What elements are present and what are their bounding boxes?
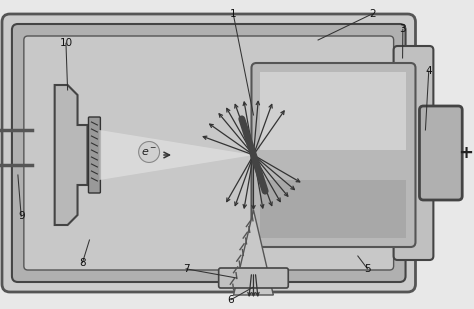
Polygon shape	[260, 72, 406, 150]
FancyBboxPatch shape	[219, 268, 288, 288]
Polygon shape	[100, 130, 254, 180]
Text: 5: 5	[364, 264, 371, 274]
FancyBboxPatch shape	[24, 36, 393, 270]
Text: 10: 10	[59, 38, 73, 48]
FancyBboxPatch shape	[89, 117, 100, 193]
Text: 9: 9	[18, 211, 25, 221]
Polygon shape	[55, 85, 88, 225]
Polygon shape	[260, 180, 406, 238]
FancyBboxPatch shape	[12, 24, 406, 282]
Polygon shape	[234, 210, 273, 295]
Text: 1: 1	[230, 9, 237, 19]
Text: 2: 2	[369, 9, 375, 19]
FancyBboxPatch shape	[393, 46, 433, 260]
Text: 6: 6	[228, 295, 234, 305]
FancyBboxPatch shape	[252, 63, 416, 247]
Text: 8: 8	[79, 258, 86, 268]
Text: 7: 7	[183, 264, 190, 274]
FancyBboxPatch shape	[419, 106, 462, 200]
FancyBboxPatch shape	[2, 14, 416, 292]
Text: $e^-$: $e^-$	[141, 146, 157, 158]
Text: +: +	[458, 144, 473, 162]
Text: 3: 3	[400, 24, 406, 34]
Text: 4: 4	[426, 66, 432, 76]
